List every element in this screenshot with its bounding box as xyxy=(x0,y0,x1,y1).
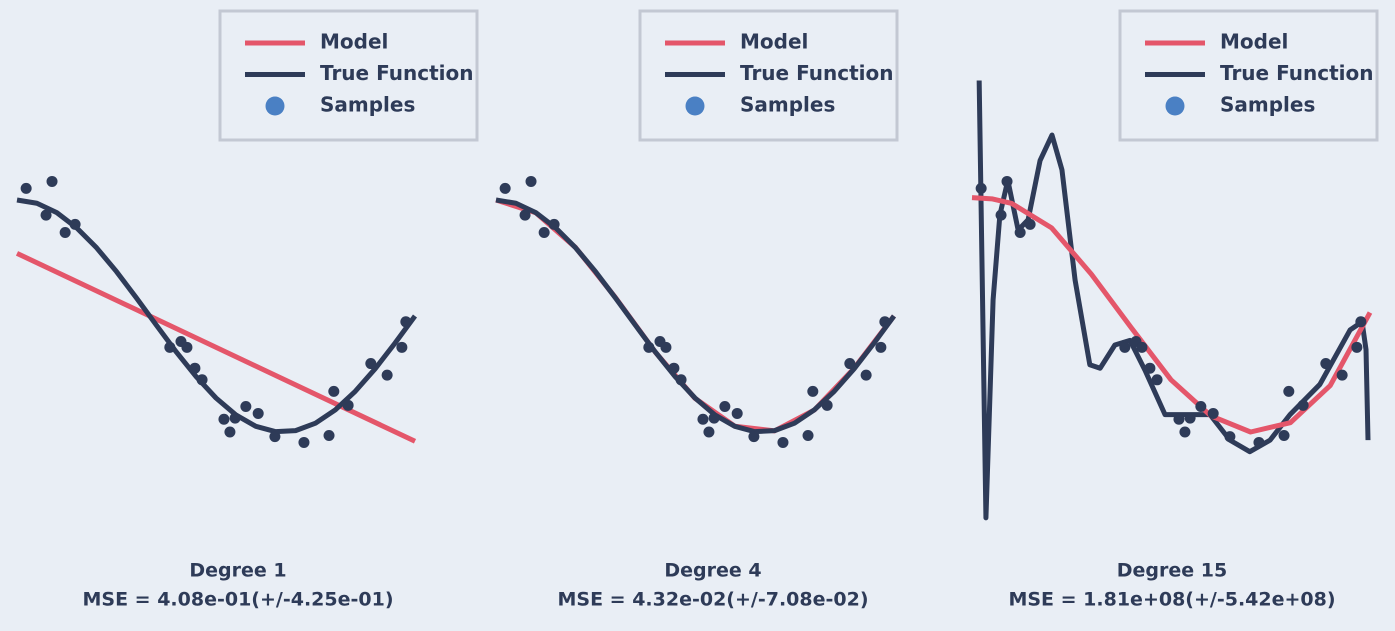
legend-label: True Function xyxy=(320,61,473,85)
sample-point xyxy=(995,209,1007,221)
sample-point xyxy=(731,407,743,419)
sample-point xyxy=(342,399,354,411)
sample-point xyxy=(1136,341,1148,353)
sample-point xyxy=(1283,385,1295,397)
sample-point xyxy=(1151,374,1163,386)
sample-point xyxy=(844,358,856,370)
sample-point xyxy=(1320,358,1332,370)
legend-label: True Function xyxy=(740,61,893,85)
sample-point xyxy=(323,429,335,441)
sample-point xyxy=(879,316,891,328)
sample-point xyxy=(298,436,310,448)
legend-label: Samples xyxy=(320,93,415,117)
sample-point xyxy=(1297,399,1309,411)
sample-point xyxy=(807,385,819,397)
sample-point xyxy=(875,341,887,353)
sample-point xyxy=(328,385,340,397)
sample-point xyxy=(1173,413,1185,425)
sample-point xyxy=(719,400,731,412)
legend-label: Model xyxy=(740,30,808,54)
legend-marker xyxy=(685,96,705,116)
sample-point xyxy=(400,316,412,328)
line xyxy=(976,80,1371,521)
subplot-title: Degree 1 xyxy=(189,560,286,582)
sample-point xyxy=(660,341,672,353)
subplot-subtitle: MSE = 4.32e-02(+/-7.08e-02) xyxy=(557,589,868,611)
sample-point xyxy=(548,218,560,230)
sample-point xyxy=(381,369,393,381)
sample-point xyxy=(975,182,987,194)
sample-point xyxy=(1207,407,1219,419)
sample-point xyxy=(20,182,32,194)
sample-point xyxy=(860,369,872,381)
sample-point xyxy=(365,358,377,370)
subplot-subtitle: MSE = 4.08e-01(+/-4.25e-01) xyxy=(82,589,393,611)
sample-point xyxy=(1351,341,1363,353)
sample-point xyxy=(1144,362,1156,374)
sample-point xyxy=(196,374,208,386)
sample-point xyxy=(269,431,281,443)
line xyxy=(16,197,418,435)
legend-label: Samples xyxy=(740,93,835,117)
legend-label: True Function xyxy=(1220,61,1373,85)
sample-point xyxy=(252,407,264,419)
sample-point xyxy=(396,341,408,353)
sample-point xyxy=(181,341,193,353)
sample-point xyxy=(1195,400,1207,412)
sample-point xyxy=(643,341,655,353)
sample-point xyxy=(1179,426,1191,438)
line xyxy=(495,197,897,435)
sample-point xyxy=(802,429,814,441)
sample-point xyxy=(538,226,550,238)
sample-point xyxy=(46,175,58,187)
sample-point xyxy=(1184,412,1196,424)
legend: Model True Function Samples xyxy=(218,9,479,142)
sample-point xyxy=(1336,369,1348,381)
sample-point xyxy=(69,218,81,230)
sample-point xyxy=(697,413,709,425)
sample-point xyxy=(708,412,720,424)
legend: Model True Function Samples xyxy=(1118,9,1379,142)
sample-point xyxy=(164,341,176,353)
line xyxy=(971,195,1373,435)
sample-point xyxy=(1278,429,1290,441)
legend: Model True Function Samples xyxy=(638,9,899,142)
subplot: Model True Function Samples Degree 1 MSE = 4… xyxy=(15,9,479,611)
sample-point xyxy=(703,426,715,438)
sample-point xyxy=(229,412,241,424)
sample-point xyxy=(189,362,201,374)
legend-label: Model xyxy=(320,30,388,54)
sample-point xyxy=(519,209,531,221)
legend-marker xyxy=(265,96,285,116)
sample-point xyxy=(1024,218,1036,230)
sample-point xyxy=(675,374,687,386)
sample-point xyxy=(777,436,789,448)
legend-label: Model xyxy=(1220,30,1288,54)
subplot-title: Degree 4 xyxy=(664,560,761,582)
sample-point xyxy=(240,400,252,412)
sample-point xyxy=(1224,431,1236,443)
sample-point xyxy=(224,426,236,438)
sample-point xyxy=(525,175,537,187)
sample-point xyxy=(1119,341,1131,353)
legend-marker xyxy=(1165,96,1185,116)
sample-point xyxy=(40,209,52,221)
sample-point xyxy=(668,362,680,374)
subplot: Model True Function Samples Degree 4 MSE = 4… xyxy=(495,9,899,611)
sample-point xyxy=(218,413,230,425)
line xyxy=(15,251,417,444)
sample-point xyxy=(1001,175,1013,187)
subplot-subtitle: MSE = 1.81e+08(+/-5.42e+08) xyxy=(1008,589,1335,611)
sample-point xyxy=(748,431,760,443)
sample-point xyxy=(1253,436,1265,448)
sample-point xyxy=(1355,316,1367,328)
sample-point xyxy=(1014,226,1026,238)
sample-point xyxy=(59,226,71,238)
legend-label: Samples xyxy=(1220,93,1315,117)
sample-point xyxy=(499,182,511,194)
subplot: Model True Function Samples Degree 15 MSE = … xyxy=(971,9,1379,611)
sample-point xyxy=(821,399,833,411)
subplot-title: Degree 15 xyxy=(1117,560,1227,582)
